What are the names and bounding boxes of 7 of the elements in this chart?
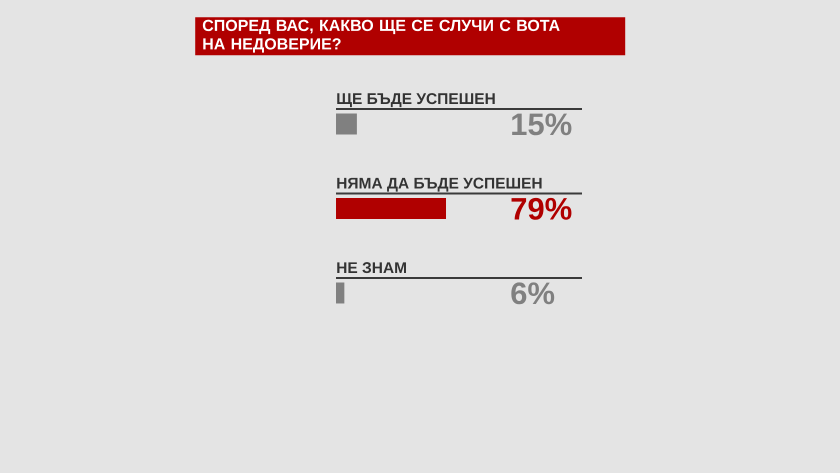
y-tick-label: ЩЕ БЪДЕ УСПЕШЕН [337,93,495,108]
data-label: 79% [512,198,572,220]
chart-title: СПОРЕД ВАС, КАКВО ЩЕ СЕ СЛУЧИ С ВОТА НА НЕДОВЕРИЕ? [202,20,560,53]
data-label: 6% [511,282,554,304]
y-tick-label: НЯМА ДА БЪДЕ УСПЕШЕН [337,178,542,192]
y-tick-label: НЕ ЗНАМ [337,262,406,274]
data-label: 15% [512,113,572,136]
